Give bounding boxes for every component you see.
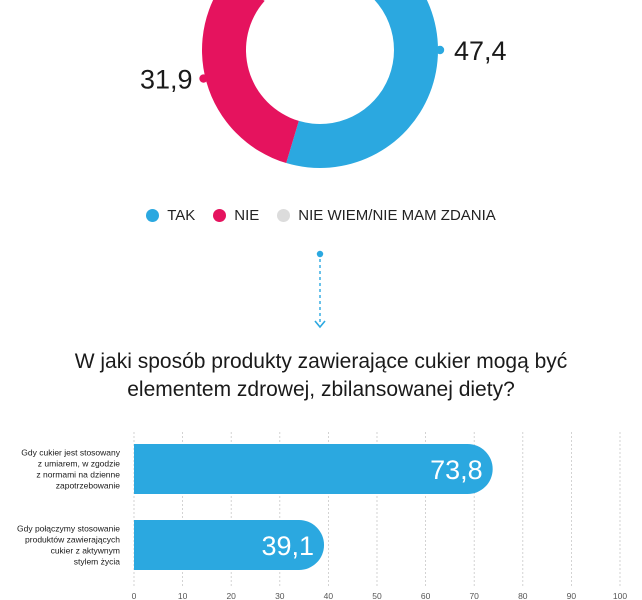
x-tick-label: 60 xyxy=(421,591,431,600)
connector-arrowhead xyxy=(314,320,326,329)
bar xyxy=(134,520,325,570)
x-tick-label: 40 xyxy=(324,591,334,600)
category-label: Gdy cukier jest stosowany z umiarem, w zg… xyxy=(21,448,120,491)
legend-label-nie: NIE xyxy=(234,207,260,224)
dashed-connector-arrow xyxy=(314,250,326,329)
category-label-line: produktów zawierających xyxy=(25,535,120,545)
bar-value-label: 39,1 xyxy=(261,531,314,561)
category-label-line: Gdy cukier jest stosowany xyxy=(21,448,120,458)
question-line-1: W jaki sposób produkty zawierające cukie… xyxy=(74,350,568,373)
category-label-line: cukier z aktywnym xyxy=(51,546,120,556)
category-label-line: Gdy połączymy stosowanie xyxy=(17,524,120,534)
category-label-line: z umiarem, w zgodzie xyxy=(38,459,120,469)
donut-slice-nie-wiem-nie-mam-zdania xyxy=(263,0,266,1)
connector-top-dot xyxy=(316,250,324,258)
donut-slice-nie xyxy=(202,0,299,164)
legend-label-nie-wiem: NIE WIEM/NIE MAM ZDANIA xyxy=(298,207,496,224)
legend-dot-nie-wiem xyxy=(277,209,291,222)
bar-value-label: 73,8 xyxy=(430,455,483,485)
x-tick-label: 0 xyxy=(132,591,137,600)
legend-label-tak: TAK xyxy=(167,207,196,224)
donut-legend: TAK NIE NIE WIEM/NIE MAM ZDANIA xyxy=(0,207,642,224)
x-tick-label: 20 xyxy=(226,591,236,600)
donut-chart: 47,4 31,9 xyxy=(140,0,507,168)
x-tick-label: 90 xyxy=(567,591,577,600)
question-line-2: elementem zdrowej, zbilansowanej diety? xyxy=(127,378,515,401)
legend-dot-nie xyxy=(213,209,227,222)
legend-item-tak: TAK xyxy=(146,207,195,224)
legend-dot-tak xyxy=(146,209,160,222)
legend-item-nie-wiem: NIE WIEM/NIE MAM ZDANIA xyxy=(277,207,496,224)
category-label-line: z normami na dzienne xyxy=(36,470,120,480)
category-label-line: stylem życia xyxy=(74,557,121,567)
donut-label-dot-tak xyxy=(435,45,445,55)
legend-item-nie: NIE xyxy=(213,207,259,224)
x-tick-label: 70 xyxy=(469,591,479,600)
bar-chart-question: W jaki sposób produkty zawierające cukie… xyxy=(0,348,642,404)
x-tick-label: 50 xyxy=(372,591,382,600)
x-tick-label: 100 xyxy=(613,591,627,600)
donut-value-label-tak: 47,4 xyxy=(454,36,507,66)
category-label-line: zapotrzebowanie xyxy=(56,481,121,491)
x-tick-label: 10 xyxy=(178,591,188,600)
bar xyxy=(134,444,493,494)
x-tick-label: 30 xyxy=(275,591,285,600)
donut-label-dot-nie xyxy=(199,74,208,83)
category-label: Gdy połączymy stosowanie produktów zawier… xyxy=(17,524,120,567)
donut-slice-tak xyxy=(286,0,438,168)
donut-value-label-nie: 31,9 xyxy=(140,65,193,95)
x-tick-label: 80 xyxy=(518,591,528,600)
